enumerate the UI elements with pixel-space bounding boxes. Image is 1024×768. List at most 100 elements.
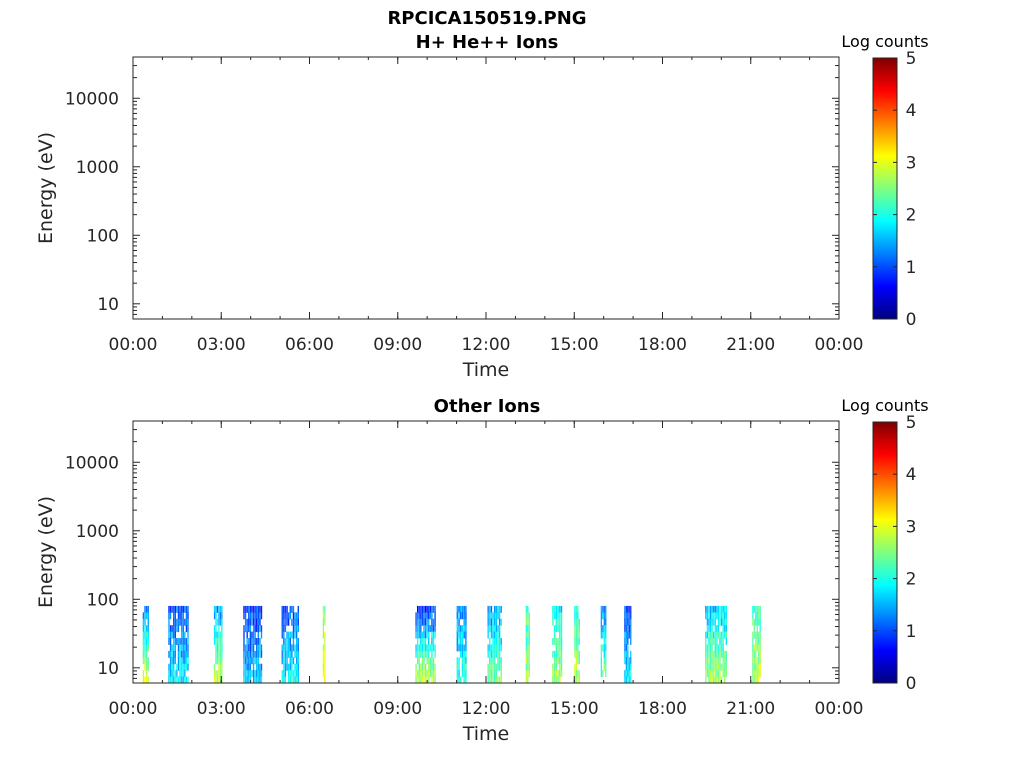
data-cell — [600, 650, 602, 658]
data-cell — [711, 618, 713, 626]
data-cell — [283, 638, 285, 645]
data-cell — [600, 670, 602, 678]
data-cell — [627, 650, 629, 658]
data-cell — [284, 676, 287, 683]
data-cell — [555, 638, 558, 645]
data-cell — [322, 670, 324, 678]
data-cell — [180, 644, 183, 652]
data-cell — [145, 676, 148, 683]
data-cell — [717, 612, 720, 620]
data-cell — [286, 644, 288, 652]
data-cell — [184, 663, 186, 671]
data-cell — [218, 670, 220, 678]
data-cell — [574, 663, 576, 671]
data-cell — [463, 663, 465, 671]
data-cell — [297, 638, 299, 645]
data-cell — [494, 618, 496, 626]
data-cell — [428, 676, 430, 683]
data-cell — [706, 663, 709, 671]
data-cell — [252, 663, 255, 671]
data-cell — [625, 676, 627, 683]
data-cell — [416, 650, 419, 658]
data-cell — [244, 605, 247, 613]
data-cell — [625, 605, 627, 613]
data-cell — [714, 670, 716, 678]
panel-title: Other Ions — [434, 396, 541, 417]
data-cell — [527, 631, 529, 639]
data-cell — [184, 631, 186, 639]
data-cell — [187, 618, 189, 626]
data-cell — [281, 625, 283, 633]
data-cell — [714, 644, 716, 652]
data-cell — [605, 644, 607, 652]
data-cell — [720, 644, 723, 652]
data-cell — [416, 638, 419, 645]
data-cell — [244, 625, 247, 633]
data-cell — [575, 631, 577, 639]
data-cell — [490, 670, 493, 678]
data-cell — [722, 605, 724, 613]
data-cell — [248, 676, 250, 683]
data-cell — [246, 625, 248, 633]
data-cell — [458, 618, 460, 626]
data-cell — [489, 644, 491, 652]
data-cell — [256, 650, 258, 658]
data-cell — [252, 644, 255, 652]
data-cell — [324, 605, 326, 613]
data-cell — [603, 612, 605, 620]
data-cell — [426, 618, 428, 626]
data-cell — [525, 644, 527, 652]
data-cell — [431, 650, 433, 658]
data-cell — [559, 625, 561, 633]
data-cell — [756, 618, 758, 626]
data-cell — [578, 670, 580, 678]
data-cell — [324, 618, 326, 626]
data-cell — [248, 625, 250, 633]
data-cell — [725, 670, 727, 678]
data-cell — [492, 670, 494, 678]
data-cell — [706, 670, 709, 678]
data-cell — [420, 650, 422, 658]
data-cell — [716, 657, 718, 665]
data-cell — [219, 631, 222, 639]
data-cell — [187, 625, 189, 633]
data-cell — [294, 670, 296, 678]
data-cell — [719, 612, 721, 620]
data-cell — [284, 663, 287, 671]
data-cell — [434, 650, 436, 658]
data-cell — [142, 625, 145, 633]
data-cell — [174, 638, 176, 645]
data-cell — [720, 638, 723, 645]
data-cell — [578, 657, 580, 665]
data-cell — [574, 618, 576, 626]
data-cell — [552, 676, 554, 683]
data-cell — [497, 631, 499, 639]
data-cell — [605, 618, 607, 626]
data-cell — [490, 631, 493, 639]
data-cell — [142, 612, 145, 620]
data-cell — [416, 676, 419, 683]
data-cell — [714, 625, 716, 633]
data-cell — [717, 605, 720, 613]
data-cell — [142, 650, 145, 658]
data-cell — [465, 618, 467, 626]
data-cell — [296, 644, 298, 652]
data-cell — [416, 631, 419, 639]
data-cell — [187, 657, 189, 665]
colorbar-tick-label: 2 — [906, 206, 917, 226]
plot-frame — [132, 56, 840, 320]
data-cell — [324, 676, 326, 683]
data-cell — [289, 605, 291, 613]
data-cell — [424, 663, 427, 671]
data-cell — [294, 612, 296, 620]
data-cell — [284, 625, 287, 633]
data-cell — [429, 663, 432, 671]
data-cell — [324, 650, 326, 658]
data-cell — [431, 618, 433, 626]
data-cell — [287, 618, 290, 626]
data-cell — [257, 670, 259, 678]
data-cell — [289, 612, 291, 620]
data-cell — [251, 657, 253, 665]
data-cell — [246, 650, 248, 658]
data-cell — [752, 638, 754, 645]
